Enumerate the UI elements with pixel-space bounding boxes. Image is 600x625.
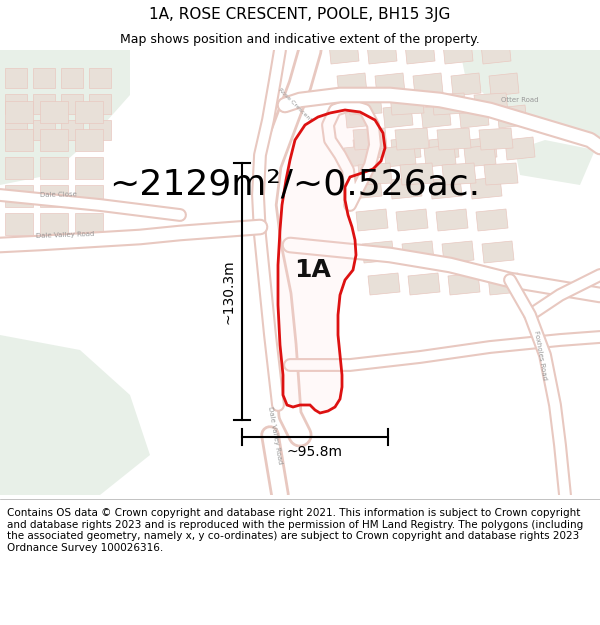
Polygon shape — [356, 209, 388, 231]
Polygon shape — [488, 273, 520, 295]
Polygon shape — [5, 129, 33, 151]
Polygon shape — [375, 73, 405, 96]
Polygon shape — [0, 335, 150, 495]
Polygon shape — [436, 209, 468, 231]
Polygon shape — [443, 41, 473, 64]
Polygon shape — [430, 177, 462, 199]
Polygon shape — [489, 73, 519, 96]
Polygon shape — [390, 177, 422, 199]
Polygon shape — [75, 101, 103, 123]
Polygon shape — [442, 163, 476, 185]
Polygon shape — [497, 105, 527, 128]
Polygon shape — [89, 68, 111, 88]
Polygon shape — [89, 94, 111, 114]
Polygon shape — [476, 209, 508, 231]
Text: ~130.3m: ~130.3m — [221, 259, 235, 324]
Polygon shape — [400, 163, 434, 185]
Polygon shape — [367, 41, 397, 64]
Polygon shape — [5, 157, 33, 179]
Text: Otter Road: Otter Road — [501, 97, 539, 103]
Polygon shape — [33, 68, 55, 88]
Polygon shape — [383, 105, 413, 128]
Polygon shape — [384, 145, 416, 167]
Polygon shape — [33, 120, 55, 140]
Polygon shape — [40, 185, 68, 207]
Polygon shape — [345, 105, 375, 128]
Text: Dale Close: Dale Close — [40, 192, 76, 198]
Polygon shape — [479, 128, 513, 150]
Polygon shape — [278, 110, 385, 413]
Polygon shape — [470, 177, 502, 199]
Polygon shape — [5, 94, 27, 114]
Polygon shape — [451, 73, 481, 96]
Polygon shape — [5, 120, 27, 140]
Polygon shape — [505, 137, 535, 160]
Polygon shape — [40, 101, 68, 123]
Polygon shape — [40, 157, 68, 179]
Polygon shape — [33, 94, 55, 114]
Polygon shape — [61, 120, 83, 140]
Polygon shape — [442, 241, 474, 263]
Polygon shape — [429, 137, 459, 160]
Polygon shape — [5, 68, 27, 88]
Polygon shape — [474, 93, 508, 115]
Polygon shape — [40, 213, 68, 235]
Polygon shape — [481, 41, 511, 64]
Polygon shape — [362, 241, 394, 263]
Polygon shape — [353, 128, 387, 150]
Polygon shape — [515, 140, 595, 185]
Text: 1A, ROSE CRESCENT, POOLE, BH15 3JG: 1A, ROSE CRESCENT, POOLE, BH15 3JG — [149, 6, 451, 21]
Polygon shape — [61, 94, 83, 114]
Polygon shape — [402, 241, 434, 263]
Polygon shape — [348, 93, 382, 115]
Polygon shape — [75, 129, 103, 151]
Polygon shape — [40, 129, 68, 151]
Polygon shape — [5, 213, 33, 235]
Polygon shape — [89, 120, 111, 140]
Polygon shape — [424, 145, 456, 167]
Polygon shape — [482, 241, 514, 263]
Polygon shape — [460, 50, 600, 145]
Polygon shape — [329, 41, 359, 64]
Polygon shape — [75, 157, 103, 179]
Polygon shape — [448, 273, 480, 295]
Text: ~95.8m: ~95.8m — [287, 445, 343, 459]
Polygon shape — [467, 137, 497, 160]
Text: 1A: 1A — [295, 258, 331, 282]
Polygon shape — [459, 105, 489, 128]
Polygon shape — [353, 137, 383, 160]
Polygon shape — [337, 73, 367, 96]
Text: Map shows position and indicative extent of the property.: Map shows position and indicative extent… — [120, 32, 480, 46]
Polygon shape — [368, 273, 400, 295]
Polygon shape — [344, 145, 376, 167]
Polygon shape — [350, 177, 382, 199]
Text: Dale Valley Road: Dale Valley Road — [36, 231, 94, 239]
Polygon shape — [437, 128, 471, 150]
Polygon shape — [391, 137, 421, 160]
Polygon shape — [395, 128, 429, 150]
Polygon shape — [408, 273, 440, 295]
Polygon shape — [75, 213, 103, 235]
Polygon shape — [432, 93, 466, 115]
Text: Rose Crescent: Rose Crescent — [277, 88, 313, 122]
Text: Foxholes Road: Foxholes Road — [533, 330, 547, 380]
Polygon shape — [5, 101, 33, 123]
Text: Dale Valley Road: Dale Valley Road — [267, 406, 283, 464]
Text: ~2129m²/~0.526ac.: ~2129m²/~0.526ac. — [109, 168, 481, 202]
Polygon shape — [421, 105, 451, 128]
Polygon shape — [484, 163, 518, 185]
Polygon shape — [61, 68, 83, 88]
Text: Contains OS data © Crown copyright and database right 2021. This information is : Contains OS data © Crown copyright and d… — [7, 508, 583, 552]
Polygon shape — [358, 163, 392, 185]
Polygon shape — [405, 41, 435, 64]
Polygon shape — [5, 185, 33, 207]
Polygon shape — [0, 50, 130, 185]
Polygon shape — [396, 209, 428, 231]
Polygon shape — [464, 145, 496, 167]
Polygon shape — [75, 185, 103, 207]
Polygon shape — [413, 73, 443, 96]
Polygon shape — [390, 93, 424, 115]
